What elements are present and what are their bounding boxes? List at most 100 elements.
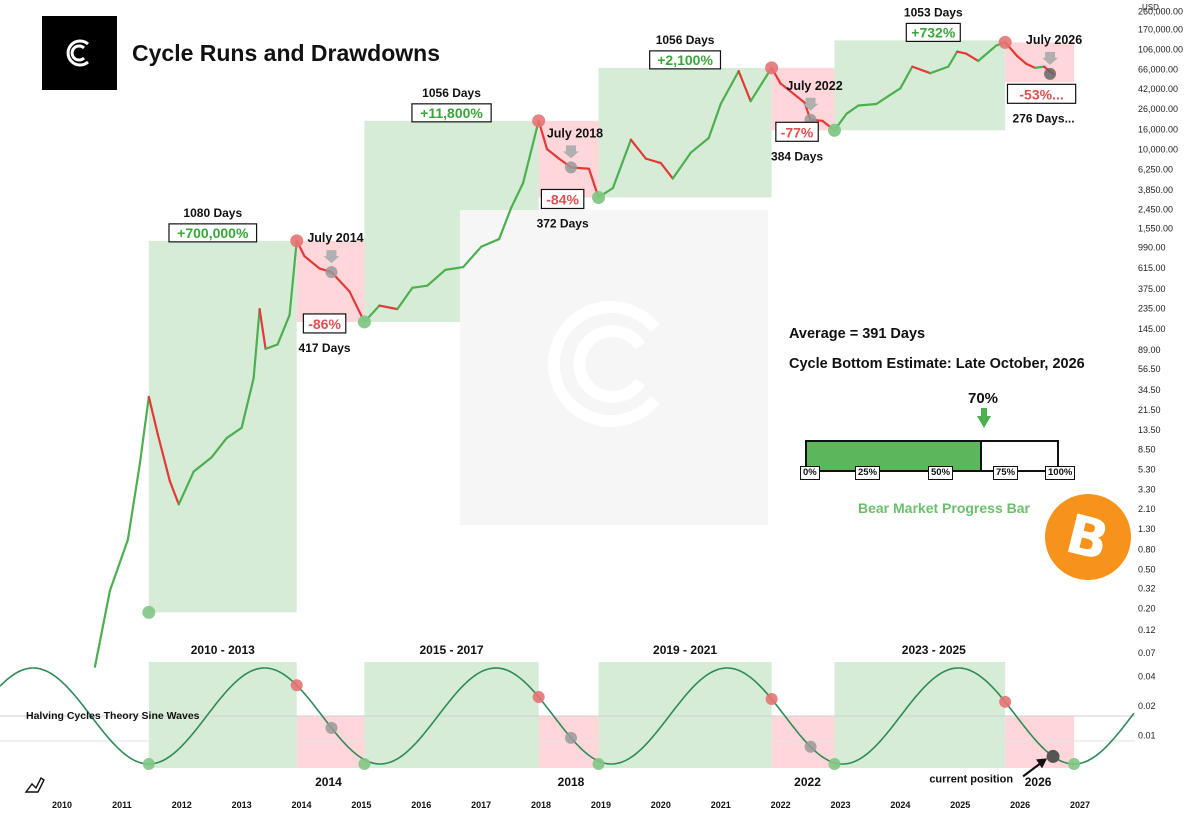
sine-period-label: 2010 - 2013: [191, 643, 255, 657]
bear-days-label: 417 Days: [299, 341, 351, 355]
price-segment: [396, 286, 414, 311]
price-segment: [977, 44, 998, 63]
sine-bottom-marker: [358, 758, 371, 770]
sine-run-zone: [834, 662, 1006, 768]
x-tick-label: 2019: [591, 800, 611, 810]
price-segment: [225, 426, 243, 440]
y-tick-label: 3.30: [1138, 485, 1156, 495]
progress-bar-label: Bear Market Progress Bar: [858, 500, 1030, 516]
x-tick-label: 2010: [52, 800, 72, 810]
price-segment: [1033, 65, 1046, 69]
progress-tick: 75%: [993, 466, 1019, 480]
y-tick-label: 34.50: [1138, 385, 1161, 395]
progress-tick: 50%: [928, 466, 954, 480]
gain-label: +700,000%: [177, 225, 249, 241]
bear-days-label: 384 Days: [771, 149, 823, 163]
y-tick-label: 0.50: [1138, 565, 1156, 575]
price-segment: [629, 138, 647, 160]
price-segment: [510, 181, 525, 210]
x-tick-label: 2020: [651, 800, 671, 810]
price-segment: [719, 70, 740, 106]
y-tick-label: 13.50: [1138, 425, 1161, 435]
y-tick-label: 0.01: [1138, 731, 1156, 741]
price-segment: [93, 589, 112, 668]
y-tick-label: 6,250.00: [1138, 165, 1173, 175]
x-tick-label: 2013: [232, 800, 252, 810]
run-days-label: 1080 Days: [183, 206, 242, 220]
bottom-marker: [142, 605, 156, 619]
sine-period-label: 2019 - 2021: [653, 643, 717, 657]
y-tick-label: 375.00: [1138, 284, 1166, 294]
halving-arrow-icon: [1042, 51, 1059, 65]
price-segment: [521, 119, 540, 185]
sine-bear-zone: [771, 716, 835, 768]
bear-days-label: 276 Days...: [1013, 111, 1075, 125]
price-segment: [108, 538, 129, 592]
progress-arrow-icon: [977, 416, 991, 428]
sine-run-zone: [364, 662, 539, 768]
y-tick-label: 66,000.00: [1138, 65, 1178, 75]
sine-peak-marker: [999, 695, 1012, 708]
y-tick-label: 5.30: [1138, 465, 1156, 475]
price-segment: [480, 237, 501, 248]
x-tick-label: 2017: [471, 800, 491, 810]
price-segment: [378, 304, 399, 311]
gain-label: +732%: [911, 24, 956, 40]
current-position-arrowhead-icon: [1036, 758, 1048, 769]
y-tick-label: 26,000.00: [1138, 104, 1178, 114]
price-segment: [498, 206, 513, 241]
halving-sine-wave: [0, 667, 1135, 765]
halving-arrow-icon: [802, 97, 819, 111]
y-tick-label: 0.20: [1138, 603, 1156, 613]
sine-bottom-marker: [142, 758, 155, 770]
price-segment: [545, 148, 561, 160]
peak-marker: [290, 234, 304, 248]
y-tick-label: 0.02: [1138, 701, 1156, 711]
sine-peak-marker: [290, 679, 303, 692]
y-tick-label: 0.07: [1138, 648, 1156, 658]
price-segment: [875, 94, 890, 106]
drawdown-box: [775, 121, 819, 142]
price-segment: [689, 136, 710, 154]
y-unit-label: USD: [1142, 3, 1159, 12]
bitcoin-icon: B: [1045, 494, 1131, 580]
peak-marker: [765, 61, 779, 75]
x-tick-label: 2014: [292, 800, 312, 810]
price-segment: [126, 462, 141, 541]
peak-marker: [998, 35, 1012, 49]
y-tick-label: 3,850.00: [1138, 185, 1173, 195]
halving-marker: [1044, 67, 1057, 80]
progress-fill: [807, 442, 982, 470]
gain-label: +2,100%: [657, 52, 713, 68]
run-zone: [598, 67, 772, 198]
bear-zone: [1005, 42, 1075, 83]
y-tick-label: 0.04: [1138, 672, 1156, 682]
price-segment: [240, 377, 255, 429]
price-segment: [965, 52, 980, 63]
bitcoin-glyph: B: [1060, 501, 1116, 573]
x-tick-label: 2024: [890, 800, 910, 810]
x-tick-label: 2026: [1010, 800, 1030, 810]
sine-halving-marker: [325, 721, 338, 734]
price-segment: [707, 102, 722, 140]
progress-arrow-stem: [981, 408, 987, 417]
y-tick-label: 990.00: [1138, 243, 1166, 253]
y-tick-label: 615.00: [1138, 263, 1166, 273]
sine-bottom-marker: [828, 758, 841, 770]
price-segment: [737, 70, 752, 103]
x-tick-label: 2027: [1070, 800, 1090, 810]
bear-zone: [538, 120, 599, 198]
sine-halving-marker: [804, 740, 817, 753]
sine-year-label: 2014: [315, 775, 342, 789]
drawdown-box: [540, 188, 585, 210]
halving-arrow-icon: [323, 250, 340, 264]
watermark-logo-inner: [573, 325, 646, 403]
price-segment: [276, 313, 291, 346]
price-segment: [444, 265, 465, 271]
y-tick-label: 1.30: [1138, 524, 1156, 534]
y-tick-label: 8.50: [1138, 444, 1156, 454]
price-segment: [168, 479, 180, 506]
peak-marker: [532, 114, 546, 128]
progress-tick: 25%: [855, 466, 881, 480]
price-segment: [644, 157, 662, 165]
